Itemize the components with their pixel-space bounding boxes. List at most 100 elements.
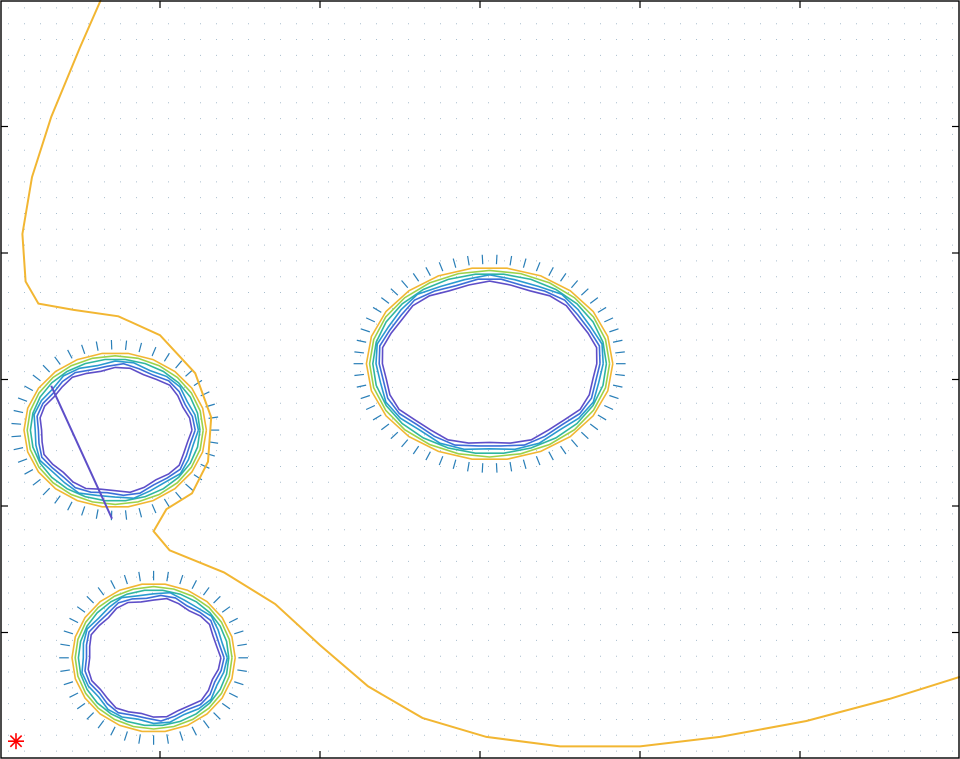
field-arrow [110, 726, 116, 736]
contour-ring [74, 585, 233, 730]
vector-field-grid [8, 7, 953, 752]
field-arrow [110, 580, 116, 590]
field-arrow [522, 459, 527, 469]
contour-ring [84, 594, 225, 722]
field-arrow [609, 328, 619, 333]
contour-ring [26, 354, 204, 506]
field-arrow [76, 606, 86, 613]
field-arrow [380, 297, 390, 304]
field-arrow [63, 681, 74, 686]
field-arrow [535, 262, 541, 272]
field-arrow [495, 254, 498, 265]
field-arrow [179, 574, 184, 585]
field-arrow [163, 498, 170, 508]
field-arrow [185, 369, 194, 377]
field-arrow [234, 630, 244, 635]
field-arrow [401, 439, 409, 448]
field-arrow [560, 273, 567, 282]
field-arrow [17, 397, 28, 402]
field-arrow [202, 587, 210, 596]
field-arrow [205, 452, 215, 457]
field-arrow [124, 510, 128, 520]
field-arrow [69, 692, 79, 698]
field-arrow [597, 414, 607, 421]
field-arrow [234, 681, 244, 686]
field-arrow [548, 267, 554, 276]
field-arrow [467, 461, 470, 472]
field-arrow [11, 422, 22, 425]
field-arrow [97, 587, 105, 596]
field-arrow [193, 474, 203, 481]
field-arrow [589, 297, 599, 304]
field-arrow [597, 306, 607, 313]
field-arrow [580, 288, 589, 296]
field-arrow [179, 731, 184, 741]
field-arrow [372, 414, 382, 421]
field-arrow [11, 435, 22, 438]
field-arrow [365, 317, 376, 323]
field-arrow [438, 262, 444, 272]
field-arrow [425, 267, 431, 276]
field-arrow [438, 456, 444, 466]
field-arrow [356, 384, 367, 388]
contour-ring [375, 273, 604, 451]
field-arrow [123, 731, 128, 741]
field-arrow [580, 431, 589, 440]
contour-ring [71, 583, 236, 733]
field-arrow [615, 351, 625, 354]
field-arrow [354, 351, 365, 354]
field-arrow [32, 478, 41, 486]
field-arrow [163, 352, 170, 362]
field-arrow [202, 720, 210, 729]
field-arrow [24, 469, 34, 475]
contour-ring [29, 358, 201, 502]
field-arrow [237, 669, 247, 672]
contour-ring [371, 273, 608, 455]
field-arrow [13, 447, 24, 451]
field-arrow [354, 373, 365, 377]
field-arrow [95, 341, 99, 351]
field-arrow [560, 445, 567, 455]
field-arrow [548, 451, 554, 461]
field-arrow [380, 423, 390, 431]
field-arrow [609, 394, 619, 400]
vector-field-arrows [11, 254, 626, 745]
contour-ring [87, 597, 222, 718]
field-arrow [481, 254, 484, 265]
field-arrow [124, 340, 128, 351]
field-arrow [228, 617, 238, 624]
field-arrow [63, 630, 74, 635]
contour-ring [378, 278, 601, 447]
field-arrow [589, 423, 599, 431]
field-arrow [175, 360, 183, 369]
field-arrow [67, 349, 73, 359]
field-arrow [175, 491, 183, 500]
contour-ring [23, 352, 208, 508]
contour-ring [77, 589, 230, 727]
field-arrow [221, 702, 231, 710]
field-arrow [60, 643, 70, 647]
field-arrow [42, 364, 51, 373]
field-arrow [86, 595, 95, 604]
field-arrow [213, 595, 221, 604]
field-arrow [191, 580, 197, 590]
field-arrow [604, 317, 614, 323]
contour-ring [81, 591, 229, 725]
field-arrow [452, 258, 457, 268]
field-arrow [356, 339, 367, 343]
field-arrow [67, 501, 73, 511]
field-arrow [13, 409, 24, 414]
field-arrow [213, 712, 221, 720]
start-marker-layer [8, 733, 24, 750]
field-arrow [365, 404, 376, 411]
path-segment [50, 385, 113, 520]
field-arrow [615, 373, 625, 377]
field-arrow [138, 571, 141, 582]
field-arrow [95, 509, 99, 519]
field-arrow [495, 463, 498, 473]
field-arrow [612, 384, 623, 388]
field-arrow [24, 385, 34, 392]
field-arrow [237, 643, 247, 647]
